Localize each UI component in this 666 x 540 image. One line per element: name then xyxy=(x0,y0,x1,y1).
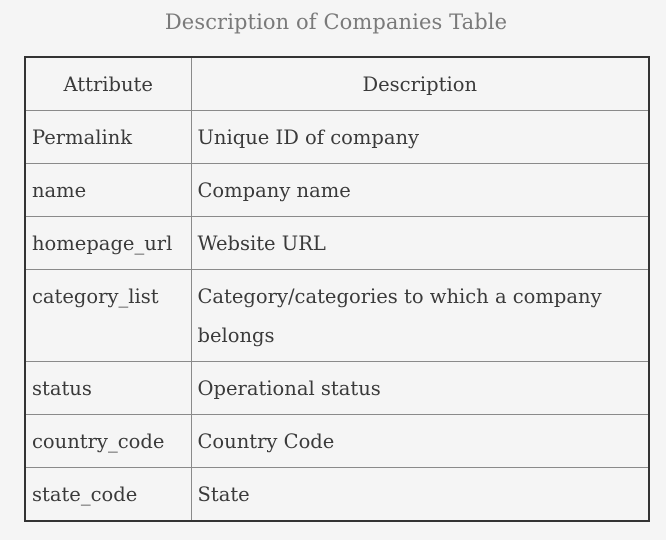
header-description: Description xyxy=(190,56,650,111)
description-cell: Country Code xyxy=(190,414,650,468)
header-row: Attribute Description xyxy=(24,56,650,111)
table-caption: Description of Companies Table xyxy=(164,10,508,34)
description-cell: Category/categories to which a company b… xyxy=(190,269,650,362)
table-row: name Company name xyxy=(24,163,650,217)
description-cell: Operational status xyxy=(190,361,650,415)
attribute-cell: country_code xyxy=(24,414,192,468)
header-attribute: Attribute xyxy=(24,56,192,111)
description-cell: State xyxy=(190,467,650,522)
attribute-cell: status xyxy=(24,361,192,415)
attribute-cell: category_list xyxy=(24,269,192,362)
description-cell: Unique ID of company xyxy=(190,110,650,164)
table-row: country_code Country Code xyxy=(24,414,650,468)
attribute-cell: Permalink xyxy=(24,110,192,164)
table-row: homepage_url Website URL xyxy=(24,216,650,270)
companies-table: Attribute Description Permalink Unique I… xyxy=(24,56,650,522)
table-row: category_list Category/categories to whi… xyxy=(24,269,650,362)
attribute-cell: name xyxy=(24,163,192,217)
attribute-cell: homepage_url xyxy=(24,216,192,270)
table-row: state_code State xyxy=(24,467,650,522)
table-row: status Operational status xyxy=(24,361,650,415)
attribute-cell: state_code xyxy=(24,467,192,522)
description-cell: Company name xyxy=(190,163,650,217)
table-row: Permalink Unique ID of company xyxy=(24,110,650,164)
description-cell: Website URL xyxy=(190,216,650,270)
